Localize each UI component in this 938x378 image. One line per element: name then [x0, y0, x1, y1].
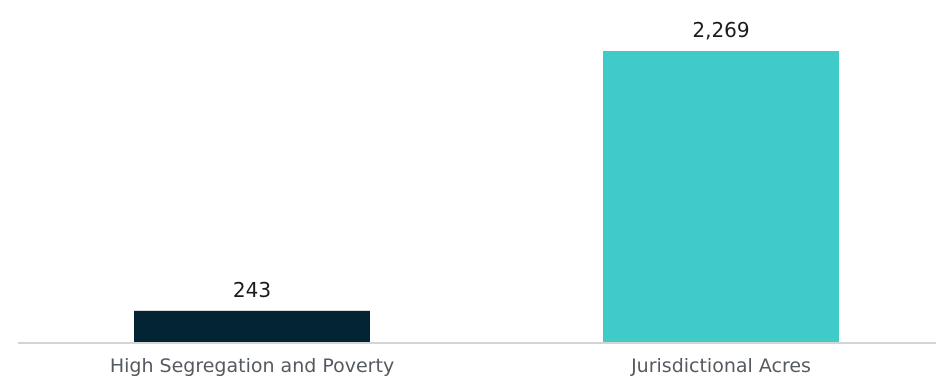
x-tick-label-2: Jurisdictional Acres — [630, 355, 811, 377]
data-label-1: 243 — [233, 278, 271, 302]
bars-group — [134, 51, 839, 342]
data-label-2: 2,269 — [692, 18, 749, 42]
data-labels-group: 243 2,269 — [233, 18, 750, 302]
x-tick-labels-group: High Segregation and Poverty Jurisdiction… — [110, 355, 811, 377]
x-tick-label-1: High Segregation and Poverty — [110, 355, 394, 377]
bar-1 — [134, 310, 370, 342]
bar-2 — [603, 51, 839, 342]
